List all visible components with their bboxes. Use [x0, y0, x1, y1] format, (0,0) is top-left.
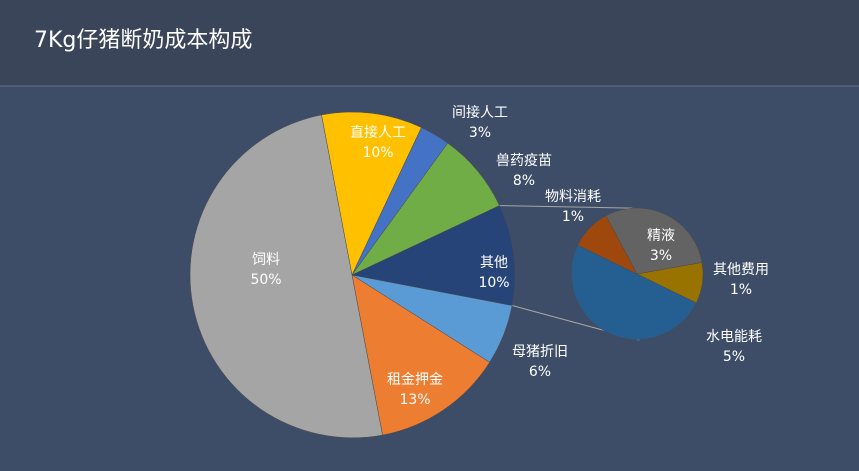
title-bar — [0, 0, 859, 85]
main-slice-6 — [189, 114, 383, 439]
sub-label-0-name: 精液 — [647, 228, 675, 244]
sub-slice-3 — [577, 215, 638, 275]
sub-label-1-percent: 1% — [730, 282, 752, 298]
main-slice-5 — [351, 274, 490, 436]
main-label-2-name: 兽药疫苗 — [496, 153, 552, 169]
sub-label-3-percent: 1% — [562, 209, 584, 225]
main-slice-0 — [321, 111, 422, 276]
page-title: 7Kg仔猪断奶成本构成 — [34, 28, 253, 53]
secondary-pie — [571, 207, 704, 340]
main-label-6-percent: 50% — [250, 272, 281, 288]
main-label-0-percent: 10% — [362, 145, 393, 161]
sub-label-2-percent: 5% — [723, 349, 745, 365]
main-label-4-percent: 6% — [529, 364, 551, 380]
data-labels: 直接人工 10% 间接人工 3% 兽药疫苗 8% 其他 10% 母猪折旧 6% 租金押金 13% 饲料 5… — [250, 104, 769, 408]
header-divider — [0, 85, 859, 87]
sub-slice-2 — [571, 244, 697, 340]
main-label-4-name: 母猪折旧 — [512, 344, 568, 360]
sub-label-2-name: 水电能耗 — [706, 329, 762, 345]
main-label-5-name: 租金押金 — [387, 372, 443, 388]
main-label-5-percent: 13% — [399, 392, 430, 408]
connector-line-top — [499, 205, 633, 209]
sub-label-1-name: 其他费用 — [713, 262, 769, 278]
main-label-1-name: 间接人工 — [452, 104, 508, 121]
main-label-2-percent: 8% — [513, 173, 535, 189]
main-label-1-percent: 3% — [469, 125, 491, 141]
main-slice-3 — [351, 205, 516, 306]
sub-slice-0 — [605, 207, 703, 275]
main-label-6-name: 饲料 — [252, 252, 280, 268]
sub-label-0-percent: 3% — [650, 248, 672, 264]
main-label-3-name: 其他 — [480, 255, 508, 271]
pie-of-pie-chart: 直接人工 10% 间接人工 3% 兽药疫苗 8% 其他 10% 母猪折旧 6% 租金押金 13% 饲料 5… — [189, 104, 769, 439]
sub-label-3-name: 物料消耗 — [545, 189, 601, 205]
main-label-3-percent: 10% — [478, 275, 509, 291]
chart-area: 直接人工 10% 间接人工 3% 兽药疫苗 8% 其他 10% 母猪折旧 6% 租金押金 13% 饲料 5… — [0, 87, 859, 467]
main-pie — [189, 111, 516, 439]
main-label-0-name: 直接人工 — [350, 124, 406, 141]
